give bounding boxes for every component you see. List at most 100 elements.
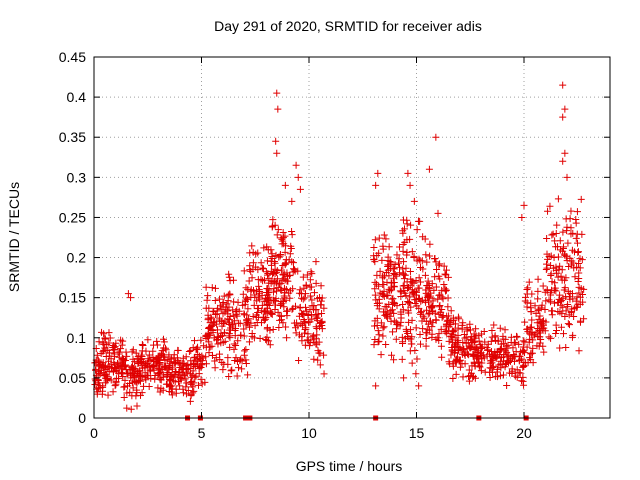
data-point: [388, 351, 396, 359]
data-point: [443, 312, 451, 320]
data-point: [277, 312, 285, 320]
data-point: [449, 374, 457, 382]
data-point: [551, 284, 559, 292]
data-point: [415, 382, 423, 390]
data-point: [316, 323, 324, 331]
data-point: [245, 277, 253, 285]
data-point: [178, 365, 186, 373]
data-point: [234, 298, 242, 306]
data-point: [119, 357, 127, 365]
data-point: [530, 331, 538, 339]
x-tick-label: 0: [90, 425, 98, 441]
data-point: [271, 259, 279, 267]
data-point: [242, 360, 250, 368]
data-point: [250, 301, 258, 309]
data-point: [373, 299, 381, 307]
data-point: [138, 341, 146, 349]
data-point: [261, 276, 269, 284]
data-point: [317, 301, 325, 309]
data-point: [219, 366, 227, 374]
data-point: [267, 246, 275, 254]
data-point: [232, 341, 240, 349]
data-point: [543, 250, 551, 258]
data-point: [559, 157, 567, 165]
data-point: [579, 298, 587, 306]
data-point: [546, 289, 554, 297]
data-point: [106, 334, 114, 342]
data-point: [379, 332, 387, 340]
data-point: [308, 333, 316, 341]
data-point: [242, 284, 250, 292]
data-point: [563, 223, 571, 231]
data-point: [567, 207, 575, 215]
data-point: [312, 310, 320, 318]
data-point: [226, 290, 234, 298]
data-point: [247, 286, 255, 294]
data-point: [536, 312, 544, 320]
data-point: [435, 310, 443, 318]
data-point: [573, 263, 581, 271]
data-point: [397, 293, 405, 301]
data-point: [448, 327, 456, 335]
data-point: [225, 303, 233, 311]
data-point: [479, 351, 487, 359]
data-point: [547, 270, 555, 278]
data-point: [377, 319, 385, 327]
data-point: [374, 169, 382, 177]
data-point: [476, 363, 484, 371]
data-point: [160, 338, 168, 346]
data-point: [107, 376, 115, 384]
data-point: [307, 268, 315, 276]
data-point: [567, 230, 575, 238]
data-point: [191, 362, 199, 370]
data-point: [120, 356, 128, 364]
data-point: [283, 312, 291, 320]
data-point: [211, 364, 219, 372]
data-point: [282, 259, 290, 267]
data-point: [292, 329, 300, 337]
data-point: [395, 259, 403, 267]
data-point: [554, 253, 562, 261]
data-point: [232, 307, 240, 315]
data-point: [519, 337, 527, 345]
data-point: [458, 360, 466, 368]
data-point: [510, 352, 518, 360]
data-point: [513, 332, 521, 340]
data-point: [418, 317, 426, 325]
data-point: [202, 331, 210, 339]
data-point: [292, 161, 300, 169]
data-point: [276, 312, 284, 320]
data-point: [573, 208, 581, 216]
data-point: [435, 303, 443, 311]
data-point: [259, 277, 267, 285]
data-point: [528, 290, 536, 298]
data-point: [391, 270, 399, 278]
data-point: [547, 334, 555, 342]
y-axis-label: SRMTID / TECUs: [6, 182, 22, 292]
data-point: [542, 297, 550, 305]
data-point: [402, 264, 410, 272]
data-point: [288, 258, 296, 266]
data-point: [276, 252, 284, 260]
data-point: [511, 339, 519, 347]
data-point: [473, 353, 481, 361]
data-point: [99, 348, 107, 356]
data-point: [412, 324, 420, 332]
data-point: [371, 278, 379, 286]
data-point: [225, 332, 233, 340]
data-point: [273, 231, 281, 239]
data-point: [300, 284, 308, 292]
data-point: [310, 355, 318, 363]
data-point: [275, 324, 283, 332]
data-point: [185, 348, 193, 356]
data-point: [475, 332, 483, 340]
data-point: [432, 258, 440, 266]
data-point: [305, 318, 313, 326]
data-point: [556, 344, 564, 352]
data-point: [202, 283, 210, 291]
data-point: [435, 272, 443, 280]
data-point: [136, 377, 144, 385]
data-point: [186, 397, 194, 405]
data-point: [93, 390, 101, 398]
data-point: [133, 402, 141, 410]
